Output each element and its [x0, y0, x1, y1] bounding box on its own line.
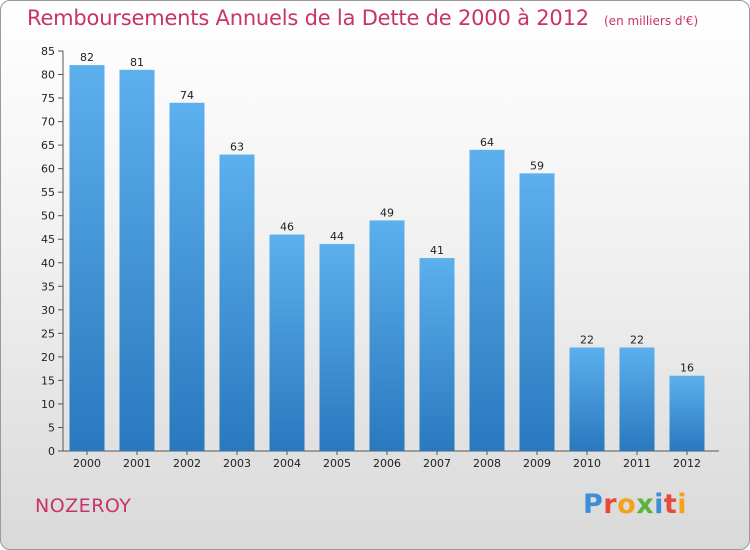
x-tick-label-2011: 2011: [623, 457, 651, 470]
logo-letter: x: [636, 489, 655, 520]
bar-2010: [569, 347, 605, 451]
logo-letter: t: [663, 489, 678, 520]
x-tick-label-2009: 2009: [523, 457, 551, 470]
value-label-2012: 16: [680, 362, 694, 375]
logo-letter: o: [617, 489, 637, 520]
value-label-2008: 64: [480, 136, 494, 149]
x-tick-label-2000: 2000: [73, 457, 101, 470]
value-label-2000: 82: [80, 51, 94, 64]
y-tick-label: 0: [48, 445, 55, 458]
y-tick-label: 75: [41, 92, 55, 105]
x-tick-label-2005: 2005: [323, 457, 351, 470]
y-tick-label: 5: [48, 421, 55, 434]
bar-2000: [69, 65, 105, 451]
y-tick-label: 85: [41, 45, 55, 58]
y-tick-label: 45: [41, 233, 55, 246]
chart-subtitle: (en milliers d'€): [604, 14, 699, 28]
bar-2003: [219, 154, 255, 451]
value-label-2004: 46: [280, 221, 294, 234]
bar-2005: [319, 243, 355, 451]
bar-2002: [169, 102, 205, 451]
logo-letter: i: [654, 489, 664, 520]
x-tick-label-2008: 2008: [473, 457, 501, 470]
x-tick-label-2003: 2003: [223, 457, 251, 470]
y-tick-label: 35: [41, 280, 55, 293]
y-tick-label: 15: [41, 374, 55, 387]
bars-group: 82 81 74 63 46 44 49 41 64 59 22 22 16: [69, 51, 705, 451]
value-label-2001: 81: [130, 56, 144, 69]
bar-2006: [369, 220, 405, 451]
x-tick-label-2007: 2007: [423, 457, 451, 470]
y-tick-label: 25: [41, 327, 55, 340]
y-tick-label: 70: [41, 116, 55, 129]
value-label-2003: 63: [230, 141, 244, 154]
bar-2009: [519, 173, 555, 451]
chart-title: Remboursements Annuels de la Dette de 20…: [27, 6, 589, 30]
value-label-2009: 59: [530, 159, 544, 172]
value-label-2002: 74: [180, 89, 194, 102]
bar-2011: [619, 347, 655, 451]
value-label-2007: 41: [430, 244, 444, 257]
x-tick-label-2001: 2001: [123, 457, 151, 470]
commune-name: NOZEROY: [35, 495, 132, 517]
y-tick-label: 50: [41, 210, 55, 223]
logo-letter: P: [583, 489, 604, 520]
x-tick-label-2006: 2006: [373, 457, 401, 470]
value-label-2010: 22: [580, 333, 594, 346]
logo-letter: i: [677, 489, 688, 520]
x-tick-label-2012: 2012: [673, 457, 701, 470]
y-tick-label: 55: [41, 186, 55, 199]
x-tick-label-2010: 2010: [573, 457, 601, 470]
x-tick-label-2002: 2002: [173, 457, 201, 470]
y-tick-label: 65: [41, 139, 55, 152]
bar-2008: [469, 149, 505, 451]
y-tick-label: 60: [41, 163, 55, 176]
y-tick-label: 40: [41, 257, 55, 270]
value-label-2011: 22: [630, 333, 644, 346]
value-label-2006: 49: [380, 206, 394, 219]
title-row: Remboursements Annuels de la Dette de 20…: [27, 6, 698, 30]
y-tick-label: 30: [41, 304, 55, 317]
bar-2007: [419, 258, 455, 451]
bar-2001: [119, 69, 155, 451]
y-tick-label: 20: [41, 351, 55, 364]
bar-2004: [269, 234, 305, 451]
logo-letter: r: [603, 489, 618, 520]
y-tick-label: 10: [41, 398, 55, 411]
proxiti-logo: Proxiti: [583, 489, 687, 520]
y-tick-label: 80: [41, 69, 55, 82]
axes: 0 5 10 15 20 25 30 35 40 45 50 55 60 65 70 75 80 85 2000 20…: [41, 45, 719, 470]
value-label-2005: 44: [330, 230, 344, 243]
bar-2012: [669, 375, 705, 451]
x-tick-label-2004: 2004: [273, 457, 301, 470]
